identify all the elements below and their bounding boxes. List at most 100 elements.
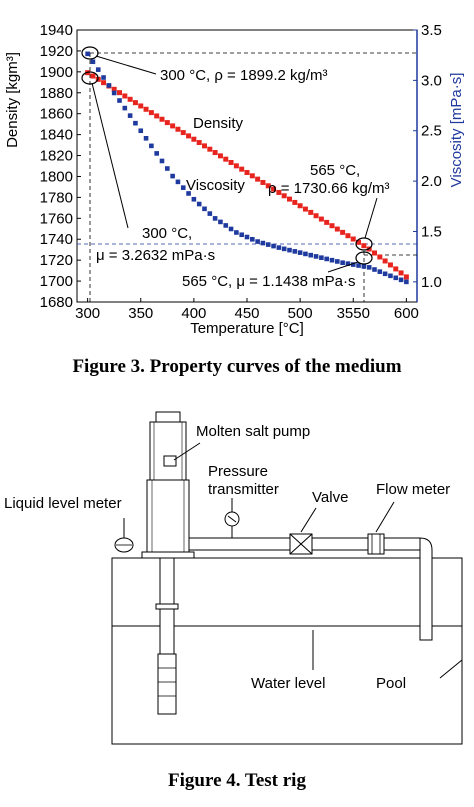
viscosity-point <box>244 234 250 240</box>
density-point <box>207 146 213 152</box>
density-point <box>287 196 292 202</box>
x-tick-label: 300 <box>75 305 100 322</box>
leader-a2 <box>364 197 378 239</box>
viscosity-point <box>117 98 122 103</box>
label-pressure-transmitter-1: Pressure <box>208 463 268 480</box>
density-point <box>356 239 362 245</box>
viscosity-point <box>393 275 399 281</box>
viscosity-series <box>85 51 409 285</box>
label-valve: Valve <box>312 489 348 506</box>
figure3-caption: Figure 3. Property curves of the medium <box>72 356 402 377</box>
y-right-tick-label: 2.5 <box>421 123 442 140</box>
viscosity-point <box>292 249 298 254</box>
x-axis-title: Temperature [°C] <box>190 320 304 337</box>
density-point <box>313 213 319 219</box>
annotation-density-300: 300 °C, ρ = 1899.2 kg/m³ <box>160 67 328 84</box>
y-right-tick-label: 1.0 <box>421 274 442 291</box>
viscosity-point <box>361 264 367 269</box>
pump-label-leader <box>173 442 201 461</box>
series-label-density: Density <box>193 115 244 132</box>
density-point <box>154 113 160 119</box>
viscosity-point <box>303 251 308 257</box>
density-point <box>281 193 287 199</box>
pool-leader <box>439 659 463 679</box>
y-right-tick-label: 3.5 <box>421 22 442 39</box>
density-point <box>271 186 277 192</box>
density-point <box>127 96 133 102</box>
density-point <box>403 274 409 280</box>
density-point <box>372 250 377 256</box>
marker-circle-visc-300 <box>81 46 99 60</box>
viscosity-point <box>218 219 223 225</box>
density-point <box>212 150 218 156</box>
viscosity-point <box>398 277 404 283</box>
density-point <box>101 80 107 86</box>
density-point <box>111 86 117 92</box>
pump-impeller <box>157 653 177 715</box>
y-right-tick-label: 1.5 <box>421 223 442 240</box>
leader-a3 <box>91 82 129 229</box>
viscosity-point <box>143 135 149 141</box>
pump-coupling <box>163 455 177 467</box>
y-left-tick-label: 1840 <box>40 127 73 144</box>
x-tick-label: 450 <box>234 305 259 322</box>
y-left-tick-label: 1720 <box>40 252 73 269</box>
label-flow-meter: Flow meter <box>376 481 450 498</box>
figure4-caption: Figure 4. Test rig <box>168 770 306 791</box>
label-liquid-level-meter: Liquid level meter <box>4 495 122 512</box>
viscosity-point <box>287 247 292 253</box>
density-point <box>202 143 207 149</box>
x-tick-label: 3550 <box>337 305 370 322</box>
density-point <box>244 169 250 175</box>
density-point <box>117 90 122 96</box>
annotation-density-565-line2: ρ = 1730.66 kg/m³ <box>268 180 390 197</box>
x-axis-ticks: 300 350 400 450 500 3550 600 <box>75 298 419 322</box>
pipe-elbow <box>419 537 433 641</box>
viscosity-point <box>122 105 128 111</box>
density-point <box>382 258 388 264</box>
density-point <box>132 100 138 106</box>
density-point <box>302 206 308 212</box>
annotation-density-565-line1: 565 °C, <box>310 162 360 179</box>
marker-circle-density-300 <box>81 71 99 85</box>
viscosity-point <box>170 173 175 179</box>
viscosity-point <box>202 206 207 212</box>
flow-meter-leader <box>375 501 395 533</box>
density-point <box>90 73 96 79</box>
viscosity-point <box>377 269 383 274</box>
density-point <box>228 160 234 166</box>
y-left-tick-label: 1920 <box>40 43 73 60</box>
viscosity-point <box>345 261 351 266</box>
density-point <box>249 173 255 179</box>
viscosity-point <box>149 143 154 149</box>
density-point <box>164 120 170 126</box>
series-label-viscosity: Viscosity <box>186 177 245 194</box>
right-axis-ticks: 3.5 3.0 2.5 2.0 1.5 1.0 <box>413 22 442 291</box>
viscosity-point <box>106 83 112 88</box>
viscosity-point <box>191 196 197 202</box>
viscosity-point <box>165 166 170 171</box>
viscosity-point <box>319 255 324 260</box>
viscosity-point <box>85 51 90 57</box>
annotation-visc-300-line1: 300 °C, <box>142 225 192 242</box>
density-point <box>255 176 261 182</box>
y-right-tick-label: 3.0 <box>421 72 442 89</box>
density-point <box>170 123 176 129</box>
density-point <box>180 130 186 136</box>
viscosity-point <box>133 120 138 126</box>
y-left-tick-label: 1680 <box>40 294 73 311</box>
x-tick-label: 400 <box>181 305 206 322</box>
viscosity-point <box>239 232 244 238</box>
viscosity-point <box>388 273 393 279</box>
density-point <box>159 116 165 122</box>
y-left-tick-label: 1760 <box>40 210 73 227</box>
left-axis-ticks: 1940 1920 1900 1880 1860 1840 1820 1800 1780 1760… <box>40 22 81 311</box>
viscosity-point <box>228 226 234 232</box>
density-point <box>217 153 223 159</box>
y-left-tick-label: 1780 <box>40 189 73 206</box>
marker-circle-visc-565 <box>355 251 373 265</box>
density-point <box>186 133 192 139</box>
viscosity-point <box>95 67 101 72</box>
viscosity-point <box>111 90 117 96</box>
y-right-axis-title: Viscosity [mPa·s] <box>448 73 465 188</box>
